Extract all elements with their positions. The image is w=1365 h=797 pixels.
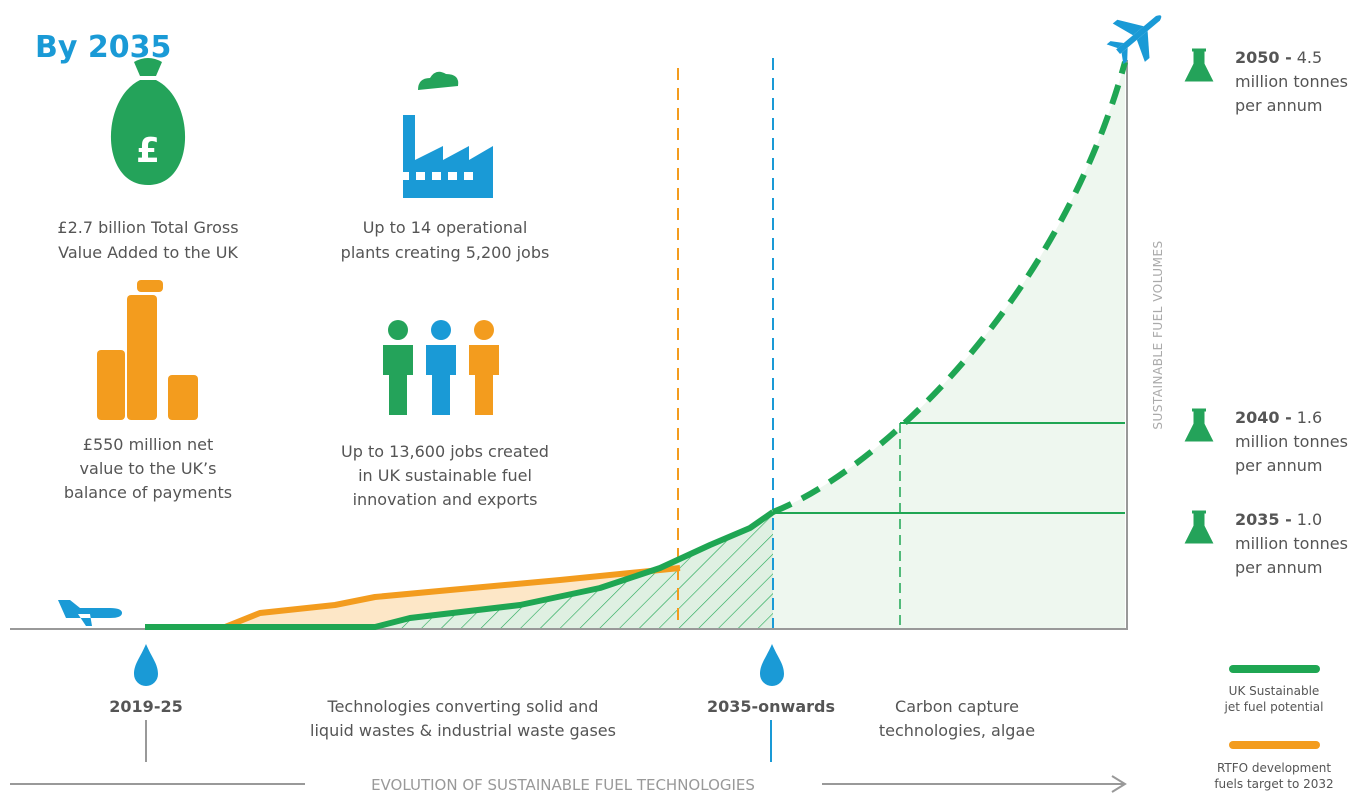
flask-icon bbox=[1184, 48, 1214, 82]
timeline-caption: EVOLUTION OF SUSTAINABLE FUEL TECHNOLOGI… bbox=[371, 776, 755, 794]
text-line: Technologies converting solid and bbox=[327, 697, 599, 716]
text-line: per annum bbox=[1235, 558, 1322, 577]
drop-icon bbox=[134, 644, 158, 686]
text-line: 2040 - bbox=[1235, 408, 1292, 427]
milestone: 2035 - 1.0 million tonnes per annum bbox=[1235, 510, 1348, 577]
text-line: per annum bbox=[1235, 96, 1322, 115]
plane-icon bbox=[58, 600, 122, 626]
stat-text: £550 million net value to the UK’s balance… bbox=[64, 435, 232, 502]
hatched-area bbox=[375, 512, 773, 628]
legend-text: RTFO development fuels target to 2032 bbox=[1214, 761, 1333, 791]
text-line: 4.5 bbox=[1297, 48, 1322, 67]
text-line: Value Added to the UK bbox=[58, 243, 238, 262]
text-line: fuels target to 2032 bbox=[1214, 777, 1333, 791]
axis-label: SUSTAINABLE FUEL VOLUMES bbox=[1151, 240, 1165, 429]
text-line: jet fuel potential bbox=[1224, 700, 1324, 714]
text-line: Carbon capture bbox=[895, 697, 1019, 716]
coins-icon bbox=[97, 280, 198, 420]
factory-icon bbox=[400, 71, 493, 198]
stat-text: Up to 13,600 jobs created in UK sustainab… bbox=[341, 442, 549, 509]
text-line: UK Sustainable bbox=[1229, 684, 1320, 698]
text-line: plants creating 5,200 jobs bbox=[341, 243, 550, 262]
phase-label: 2019-25 bbox=[109, 697, 182, 716]
phase-text: Carbon capture technologies, algae bbox=[879, 697, 1035, 740]
potential-dashed-line bbox=[771, 61, 1128, 515]
text-line: value to the UK’s bbox=[80, 459, 217, 478]
flask-icon bbox=[1184, 510, 1214, 544]
stat-text: £2.7 billion Total Gross Value Added to t… bbox=[57, 218, 238, 262]
text-line: £2.7 billion Total Gross bbox=[57, 218, 238, 237]
text-line: 2035 - bbox=[1235, 510, 1292, 529]
text-line: £550 million net bbox=[83, 435, 213, 454]
plane-icon bbox=[1106, 15, 1162, 65]
milestone: 2040 - 1.6 million tonnes per annum bbox=[1235, 408, 1348, 475]
text-line: innovation and exports bbox=[353, 490, 538, 509]
milestone: 2050 - 4.5 million tonnes per annum bbox=[1235, 48, 1348, 115]
text-line: per annum bbox=[1235, 456, 1322, 475]
text-line: million tonnes bbox=[1235, 534, 1348, 553]
stat-text: Up to 14 operational plants creating 5,20… bbox=[341, 218, 550, 262]
timeline-arrow bbox=[1111, 775, 1127, 793]
text-line: 1.0 bbox=[1297, 510, 1322, 529]
phase-text: Technologies converting solid and liquid … bbox=[310, 697, 616, 740]
text-line: liquid wastes & industrial waste gases bbox=[310, 721, 616, 740]
text-line: million tonnes bbox=[1235, 432, 1348, 451]
text-line: million tonnes bbox=[1235, 72, 1348, 91]
text-line: 1.6 bbox=[1297, 408, 1322, 427]
potential-area bbox=[773, 62, 1125, 628]
text-line: in UK sustainable fuel bbox=[358, 466, 532, 485]
svg-text:£: £ bbox=[136, 131, 160, 171]
legend-text: UK Sustainable jet fuel potential bbox=[1224, 684, 1324, 714]
potential-line bbox=[145, 509, 775, 630]
rtfo-area bbox=[225, 568, 680, 627]
text-line: RTFO development bbox=[1217, 761, 1331, 775]
drop-icon bbox=[760, 644, 784, 686]
text-line: Up to 14 operational bbox=[363, 218, 528, 237]
money-bag-icon: £ bbox=[110, 58, 186, 185]
text-line: balance of payments bbox=[64, 483, 232, 502]
text-line: Up to 13,600 jobs created bbox=[341, 442, 549, 461]
text-line: 2050 - bbox=[1235, 48, 1292, 67]
text-line: technologies, algae bbox=[879, 721, 1035, 740]
flask-icon bbox=[1184, 408, 1214, 442]
people-icon bbox=[383, 320, 499, 415]
phase-label: 2035-onwards bbox=[707, 697, 835, 716]
